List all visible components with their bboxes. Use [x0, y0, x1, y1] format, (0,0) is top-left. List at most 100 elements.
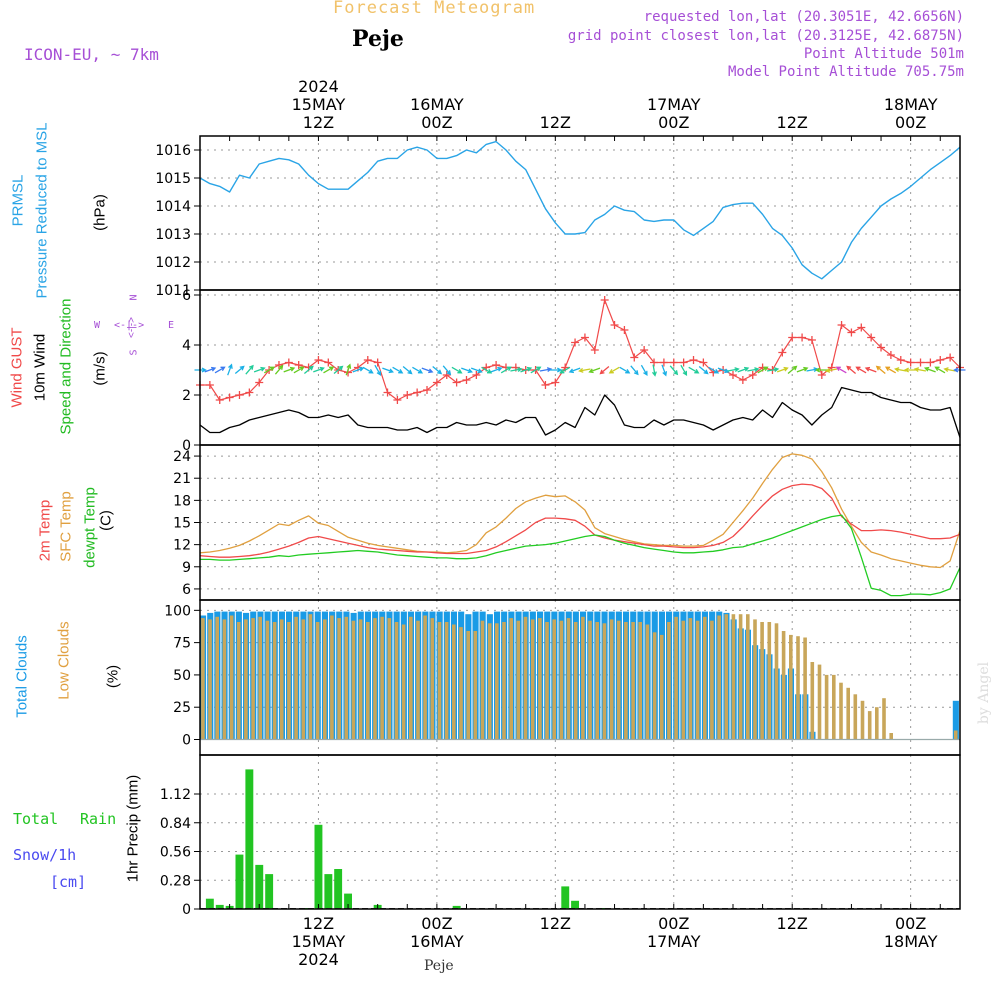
wind-gust-marker — [452, 378, 461, 387]
low-clouds-bar — [573, 622, 578, 740]
wind-gust-marker — [610, 321, 619, 329]
low-clouds-bar — [423, 615, 427, 740]
low-clouds-bar — [387, 618, 392, 740]
wind-speed-line — [199, 386, 961, 438]
low-clouds-bar — [258, 616, 262, 740]
wind-gust-marker — [679, 358, 688, 367]
precip-bar — [561, 886, 570, 909]
wind-direction-arrow — [432, 366, 443, 375]
time-label-top: 15MAY — [292, 95, 346, 114]
wind-direction-arrow — [796, 366, 809, 373]
low-clouds-bar — [767, 622, 772, 740]
wind-gust-marker — [630, 353, 639, 362]
wind-gust-marker — [205, 381, 214, 389]
low-clouds-bar — [437, 622, 442, 740]
low-clouds-bar — [667, 622, 671, 740]
wind-gust-marker — [650, 358, 659, 367]
wind-gust-marker — [837, 321, 846, 329]
wind-gust-marker — [817, 371, 826, 379]
time-label-bottom: 17MAY — [647, 932, 701, 951]
wind-direction-arrow — [855, 366, 867, 374]
wind-direction-arrow — [717, 367, 730, 374]
wind-direction-arrow — [559, 366, 571, 374]
low-clouds-bar — [724, 614, 729, 740]
precip-bar — [324, 874, 333, 909]
wind-direction-arrow — [442, 365, 452, 376]
time-label-top: 00Z — [658, 113, 689, 132]
wind-direction-arrow — [245, 364, 254, 375]
wind-gust-marker — [669, 358, 678, 367]
time-label-bottom: 00Z — [895, 914, 926, 933]
wind-direction-arrow — [303, 365, 314, 374]
wind-direction-arrow — [913, 367, 927, 373]
wind-direction-arrow — [599, 366, 610, 375]
wind-direction-arrow — [757, 366, 769, 374]
low-clouds-bar — [394, 622, 399, 740]
low-clouds-bar — [796, 636, 800, 740]
y-tick-label: 0 — [182, 733, 191, 749]
wind-direction-arrow — [630, 365, 639, 376]
low-clouds-bar — [495, 623, 499, 740]
y-tick-label: 21 — [173, 471, 191, 487]
low-clouds-bar — [279, 619, 284, 740]
wind-direction-arrow — [374, 364, 382, 376]
wind-gust-marker — [857, 323, 866, 332]
wind-direction-arrow — [588, 367, 601, 374]
wind-gust-marker — [225, 393, 234, 402]
low-clouds-bar — [344, 616, 349, 740]
wind-gust-marker — [235, 391, 244, 399]
wind-gust-marker — [738, 376, 747, 384]
time-label-bottom: 00Z — [658, 914, 689, 933]
panel-frame-precip — [199, 754, 961, 910]
low-clouds-bar — [789, 634, 793, 740]
low-clouds-bar — [502, 622, 506, 740]
wind-direction-arrow — [234, 365, 245, 374]
low-clouds-bar — [523, 616, 528, 740]
low-clouds-bar — [760, 622, 764, 740]
wind-direction-arrow — [530, 366, 542, 374]
wind-gust-marker — [748, 371, 757, 379]
wind-gust-marker — [926, 358, 935, 367]
y-tick-label: 9 — [182, 560, 191, 576]
y-tick-label: 24 — [173, 449, 191, 465]
low-clouds-bar — [746, 614, 750, 740]
y-tick-label: 15 — [173, 516, 191, 532]
wind-gust-marker — [936, 356, 945, 364]
low-clouds-bar — [559, 620, 564, 740]
low-clouds-bar — [208, 619, 212, 740]
time-label-top: 12Z — [303, 113, 334, 132]
y-tick-label: 1011 — [155, 283, 191, 299]
low-clouds-bar — [459, 627, 463, 740]
low-clouds-bar — [595, 622, 599, 740]
wind-direction-arrow — [214, 366, 226, 374]
low-clouds-bar — [552, 619, 556, 740]
wind-gust-marker — [383, 388, 392, 397]
wind-direction-arrow — [669, 365, 679, 376]
wind-direction-arrow — [943, 367, 956, 373]
low-clouds-bar — [416, 620, 420, 740]
low-clouds-bar — [287, 622, 291, 740]
low-clouds-bar — [480, 620, 485, 740]
low-clouds-bar — [817, 664, 822, 740]
low-clouds-bar — [358, 619, 363, 740]
low-clouds-bar — [803, 637, 807, 740]
low-clouds-bar — [222, 619, 227, 740]
wind-gust-marker — [640, 346, 649, 354]
wind-direction-arrow — [680, 364, 688, 376]
low-clouds-bar — [953, 730, 958, 740]
wind-gust-marker — [877, 343, 886, 352]
low-clouds-bar — [308, 614, 313, 740]
wind-gust-marker — [659, 358, 668, 367]
y-tick-label: 0.56 — [160, 845, 191, 861]
wind-direction-arrow — [903, 367, 917, 373]
low-clouds-bar — [409, 616, 413, 740]
wind-direction-arrow — [274, 364, 284, 375]
y-tick-label: 1016 — [155, 143, 191, 159]
low-clouds-bar — [215, 616, 219, 740]
low-clouds-bar — [251, 618, 255, 740]
wind-direction-arrow — [549, 367, 563, 373]
compass-east: E — [168, 320, 175, 331]
wind-direction-arrow — [651, 364, 657, 377]
wind-gust-marker — [916, 358, 925, 367]
panel-frame-pressure — [199, 135, 961, 291]
